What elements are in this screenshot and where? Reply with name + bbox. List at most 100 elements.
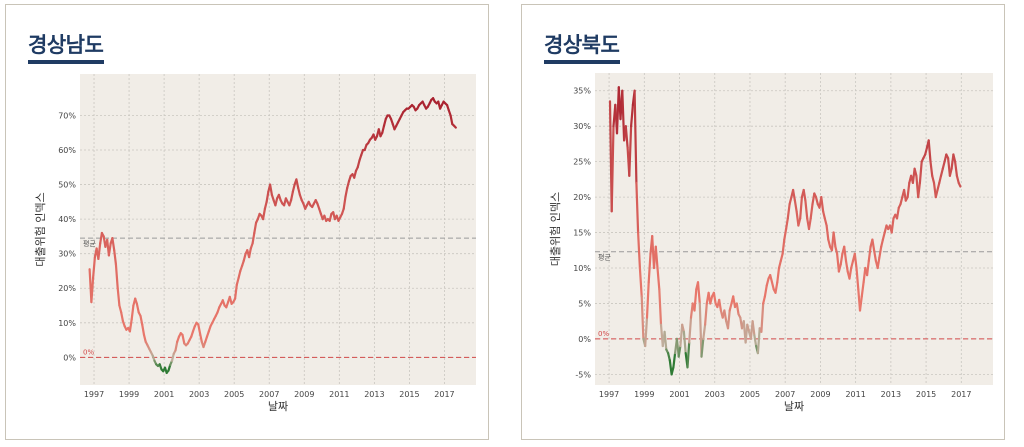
series-segment (667, 352, 671, 362)
series-segment (735, 302, 740, 316)
series-segment (809, 203, 814, 220)
series-segment (686, 341, 691, 369)
series-segment (871, 238, 876, 252)
series-segment (827, 238, 832, 248)
series-segment (120, 311, 125, 323)
x-tick-label: 2011 (329, 390, 349, 399)
series-segment (677, 344, 682, 358)
series-segment (785, 217, 789, 231)
series-segment (381, 124, 386, 134)
series-segment (118, 304, 123, 314)
series-segment (927, 139, 932, 163)
series-segment (876, 256, 881, 270)
series-segment (635, 181, 640, 234)
series-segment (629, 103, 635, 128)
series-segment (269, 183, 273, 196)
series-segment (954, 160, 958, 177)
series-segment (867, 245, 872, 262)
series-segment (765, 277, 770, 287)
series-segment (929, 160, 934, 177)
series-segment (799, 196, 803, 220)
series-segment (931, 174, 936, 184)
series-segment (788, 196, 793, 206)
series-segment (654, 245, 659, 270)
series-segment (128, 318, 133, 333)
series-segment (786, 203, 791, 220)
y-tick-label: 40% (58, 215, 76, 224)
x-tick-label: 2013 (881, 390, 901, 399)
series-segment (682, 330, 687, 355)
y-tick-label: 20% (58, 284, 76, 293)
series-segment (237, 269, 242, 279)
series-segment (941, 160, 946, 170)
line-chart-gyeongnam: 0% 10% 20% 30% 40% 50% 60% 70% 1997 1999 2001 2003 2… (34, 74, 476, 413)
y-tick-label: 0% (63, 353, 76, 362)
series-segment (342, 195, 347, 210)
series-segment (170, 352, 175, 362)
series-segment (878, 245, 883, 259)
line-chart-gyeongbuk: -5% 0% 5% 10% 15% 20% 25% 30% 35% 1997 1999 2001 200… (549, 73, 993, 413)
series-segment (880, 238, 884, 248)
series-segment (698, 302, 703, 358)
x-tick-label: 2015 (916, 390, 936, 399)
series-segment (353, 169, 358, 179)
x-axis-label: 날짜 (784, 400, 804, 413)
series-segment (936, 181, 941, 192)
series-segment (762, 295, 766, 305)
series-segment (114, 263, 119, 290)
x-tick-label: 2007 (775, 390, 795, 399)
y-tick-label: -5% (575, 370, 591, 379)
series-segment (262, 207, 266, 221)
x-tick-label: 2017 (951, 390, 971, 399)
series-segment (291, 183, 296, 193)
series-segment (957, 181, 962, 188)
y-axis-label: 대출위험 인덱스 (34, 192, 47, 266)
series-segment (624, 125, 629, 149)
y-tick-label: 25% (573, 158, 591, 167)
series-segment (938, 174, 943, 184)
series-segment (116, 287, 121, 307)
series-segment (770, 281, 775, 291)
title-underline (28, 60, 104, 64)
series-segment (853, 252, 858, 270)
series-segment (890, 217, 895, 234)
series-segment (356, 159, 361, 169)
series-segment (135, 302, 140, 314)
zero-label: 0% (598, 330, 609, 338)
x-tick-label: 2011 (845, 390, 865, 399)
series-segment (628, 125, 633, 177)
series-segment (860, 281, 865, 298)
series-segment (899, 196, 904, 206)
series-segment (781, 238, 786, 255)
series-segment (793, 199, 798, 213)
series-segment (681, 323, 685, 333)
series-segment (647, 252, 652, 284)
series-segment (235, 276, 240, 286)
series-segment (848, 266, 853, 280)
series-segment (130, 304, 135, 321)
series-segment (760, 302, 765, 333)
series-segment (636, 231, 642, 270)
series-segment (776, 266, 781, 284)
series-segment (248, 247, 252, 259)
series-segment (881, 231, 886, 241)
series-segment (670, 366, 675, 376)
y-tick-label: 35% (573, 87, 591, 96)
y-tick-label: 60% (58, 146, 76, 155)
series-segment (804, 199, 809, 220)
x-tick-label: 2009 (294, 390, 314, 399)
series-segment (802, 188, 807, 202)
series-segment (839, 252, 844, 266)
series-segment (265, 190, 270, 203)
series-segment (382, 117, 387, 127)
series-segment (753, 334, 758, 348)
series-segment (253, 221, 258, 235)
x-tick-label: 2009 (810, 390, 830, 399)
series-segment (672, 352, 677, 369)
y-tick-label: 30% (58, 250, 76, 259)
x-tick-label: 2005 (740, 390, 760, 399)
series-segment (955, 174, 960, 184)
series-segment (658, 288, 663, 326)
series-segment (866, 259, 870, 277)
series-segment (718, 298, 722, 312)
